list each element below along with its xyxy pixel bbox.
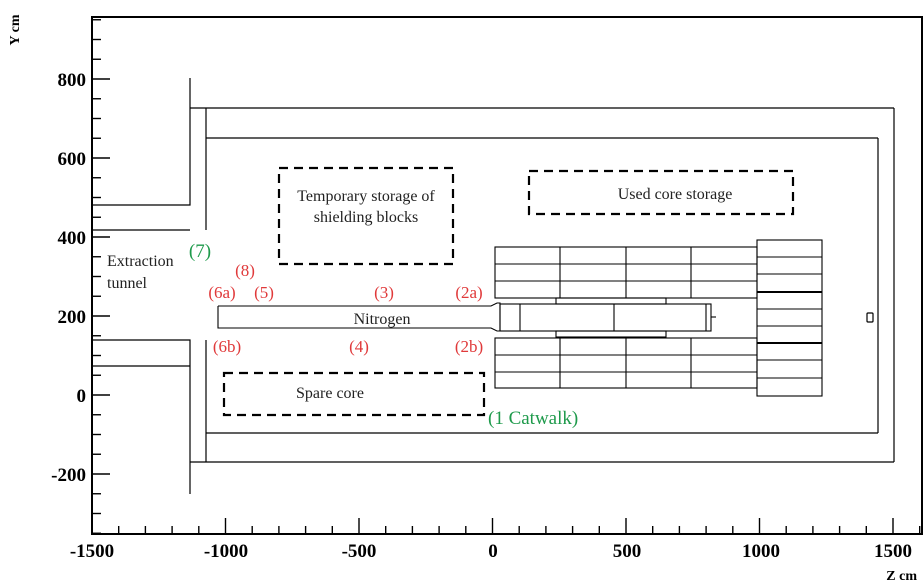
y-tick-label: 800 [58, 70, 87, 91]
nitrogen-beamline [217, 297, 716, 338]
x-tick-label: -1000 [204, 541, 248, 562]
spare-core-label: Spare core [296, 385, 364, 402]
y-tick-label: 400 [58, 228, 87, 249]
small-marker [866, 312, 874, 323]
position-4-label: (4) [349, 337, 369, 356]
temporary-storage-label-line2: shielding blocks [314, 209, 418, 226]
x-tick-label: 500 [613, 541, 642, 562]
plot-frame [91, 16, 923, 535]
y-tick-label: 200 [58, 307, 87, 328]
temporary-storage-label-line1: Temporary storage of [297, 188, 435, 205]
target-core-assembly [499, 303, 712, 332]
y-axis-tick-labels: 800 600 400 200 0 -200 [51, 70, 86, 486]
y-tick-label: 0 [77, 386, 87, 407]
y-tick-label: 600 [58, 149, 87, 170]
x-tick-label: 1500 [874, 541, 912, 562]
nitrogen-label: Nitrogen [354, 311, 411, 328]
position-5-label: (5) [254, 283, 274, 302]
end-shielding-stack [756, 239, 823, 397]
end-stack [756, 239, 823, 397]
extraction-tunnel-label-line1: Extraction [107, 253, 174, 270]
hall-walls [92, 78, 895, 494]
position-2a-label: (2a) [455, 283, 482, 302]
y-tick-label: -200 [51, 465, 86, 486]
core-bottom-plate [555, 330, 667, 338]
axis-ticks [91, 19, 921, 534]
used-core-storage-area [527, 169, 795, 216]
position-2b-label: (2b) [455, 337, 483, 356]
tunnel-wall-lower-outer [92, 339, 191, 494]
upper-shielding-blocks [494, 246, 758, 299]
position-6a-label: (6a) [208, 283, 235, 302]
x-tick-label: -500 [342, 541, 377, 562]
x-axis-tick-labels: -1500 -1000 -500 0 500 1000 1500 [70, 541, 912, 562]
x-tick-label: -1500 [70, 541, 114, 562]
core-top-plate [555, 297, 667, 305]
y-axis-title: Y cm [8, 14, 23, 45]
position-1-catwalk-label: (1 Catwalk) [488, 408, 578, 429]
position-6b-label: (6b) [213, 337, 241, 356]
x-tick-label: 1000 [742, 541, 780, 562]
used-core-storage-label: Used core storage [618, 186, 733, 203]
lower-shielding-blocks [494, 337, 758, 389]
position-7-label: (7) [189, 241, 211, 262]
tunnel-wall-upper-outer [92, 78, 191, 206]
x-axis-title: Z cm [886, 569, 917, 584]
x-tick-label: 0 [488, 541, 498, 562]
position-8-label: (8) [235, 261, 255, 280]
position-3-label: (3) [374, 283, 394, 302]
extraction-tunnel-label-line2: tunnel [107, 275, 148, 292]
